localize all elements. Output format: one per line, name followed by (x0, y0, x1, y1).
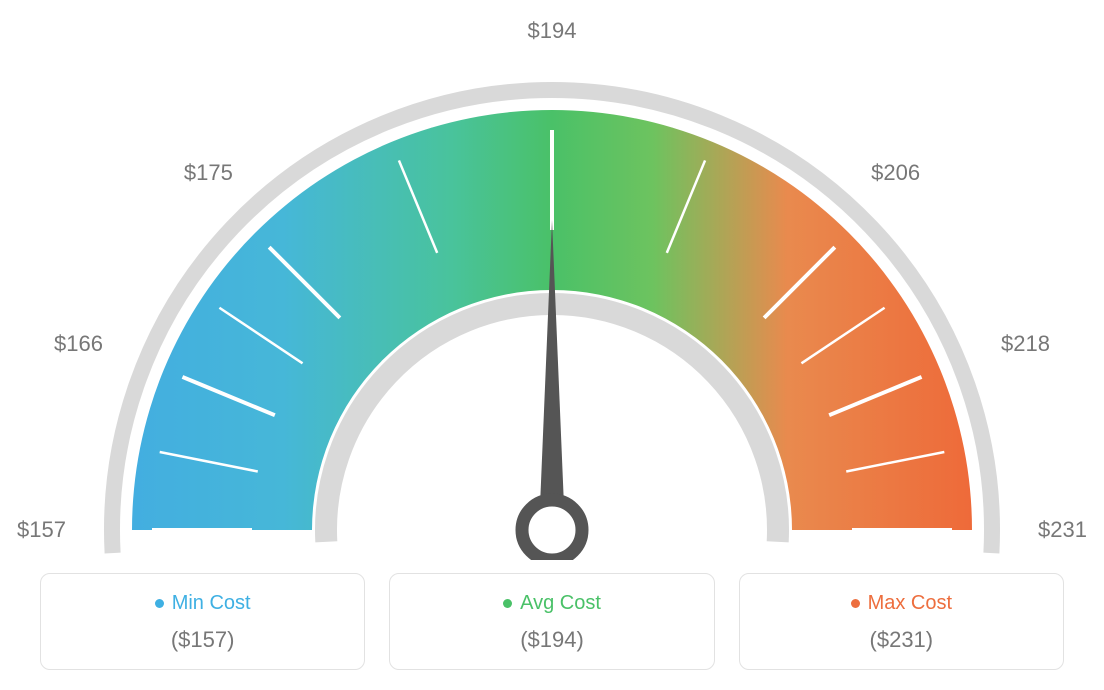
legend-row: Min Cost ($157) Avg Cost ($194) Max Cost ($23… (0, 573, 1104, 670)
legend-dot-icon (851, 599, 860, 608)
legend-label-text: Min Cost (172, 592, 251, 615)
gauge-tick-label: $175 (184, 160, 233, 186)
legend-card-max: Max Cost ($231) (739, 573, 1064, 670)
gauge-tick-label: $231 (1038, 517, 1087, 543)
legend-dot-icon (155, 599, 164, 608)
cost-gauge-chart: $157 $166 $175 $194 $206 $218 $231 Min Cost ($1… (0, 0, 1104, 690)
gauge-area: $157 $166 $175 $194 $206 $218 $231 (0, 0, 1104, 560)
legend-value-text: ($194) (400, 627, 703, 653)
gauge-tick-label: $194 (528, 18, 577, 44)
gauge-tick-label: $157 (17, 517, 66, 543)
gauge-tick-label: $166 (54, 331, 103, 357)
gauge-needle-hub (522, 500, 582, 560)
legend-value-text: ($231) (750, 627, 1053, 653)
legend-title: Min Cost (155, 592, 251, 615)
legend-dot-icon (503, 599, 512, 608)
legend-label-text: Max Cost (868, 592, 952, 615)
gauge-tick-label: $206 (871, 160, 920, 186)
legend-label-text: Avg Cost (520, 592, 601, 615)
gauge-svg (0, 0, 1104, 560)
gauge-tick-label: $218 (1001, 331, 1050, 357)
legend-value-text: ($157) (51, 627, 354, 653)
legend-card-avg: Avg Cost ($194) (389, 573, 714, 670)
legend-title: Avg Cost (503, 592, 601, 615)
legend-card-min: Min Cost ($157) (40, 573, 365, 670)
legend-title: Max Cost (851, 592, 952, 615)
